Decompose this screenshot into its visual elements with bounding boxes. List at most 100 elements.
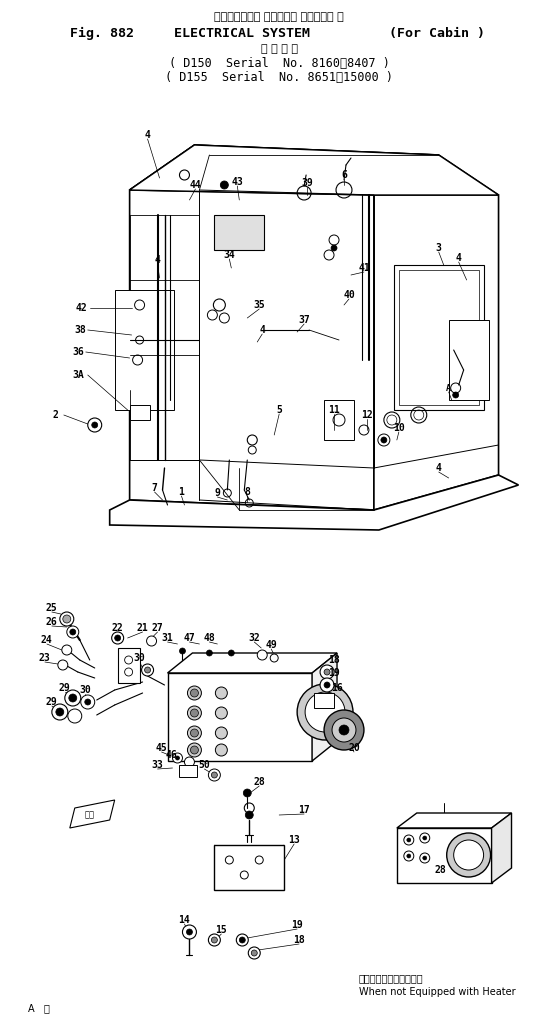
Circle shape xyxy=(68,709,82,723)
Circle shape xyxy=(216,687,227,699)
Text: 50: 50 xyxy=(199,760,211,770)
Text: 2: 2 xyxy=(53,410,59,420)
Text: 31: 31 xyxy=(162,633,174,643)
Text: 48: 48 xyxy=(203,633,215,643)
Circle shape xyxy=(324,669,330,675)
Text: 24: 24 xyxy=(41,635,53,645)
Text: 11: 11 xyxy=(328,405,340,415)
Text: 15: 15 xyxy=(216,925,227,935)
Circle shape xyxy=(332,718,356,742)
Text: 40: 40 xyxy=(343,290,355,300)
Text: 1: 1 xyxy=(179,487,184,497)
Circle shape xyxy=(62,645,72,655)
Circle shape xyxy=(58,660,68,670)
Text: 4: 4 xyxy=(456,253,461,263)
Text: 45: 45 xyxy=(156,743,167,753)
Circle shape xyxy=(407,854,411,858)
Circle shape xyxy=(188,686,202,700)
Circle shape xyxy=(115,635,120,641)
Bar xyxy=(179,765,198,777)
Circle shape xyxy=(183,925,197,939)
Circle shape xyxy=(190,746,198,753)
Text: 適 用 号 機: 適 用 号 機 xyxy=(261,44,298,54)
Circle shape xyxy=(216,707,227,719)
Circle shape xyxy=(420,833,430,843)
Bar xyxy=(324,400,354,440)
Circle shape xyxy=(251,950,257,956)
Text: 32: 32 xyxy=(249,633,260,643)
Text: ( D155  Serial  No. 8651～15000 ): ( D155 Serial No. 8651～15000 ) xyxy=(165,71,393,84)
Bar xyxy=(115,290,175,410)
Text: 13: 13 xyxy=(288,835,300,845)
Circle shape xyxy=(188,706,202,720)
Text: ( D150  Serial  No. 8160～8407 ): ( D150 Serial No. 8160～8407 ) xyxy=(169,57,390,70)
Circle shape xyxy=(186,929,193,935)
Circle shape xyxy=(420,853,430,863)
Text: 42: 42 xyxy=(76,303,87,313)
Text: A: A xyxy=(446,384,451,392)
Circle shape xyxy=(320,665,334,679)
Text: 28: 28 xyxy=(435,865,446,875)
Text: 43: 43 xyxy=(231,177,243,187)
Circle shape xyxy=(248,947,260,959)
Circle shape xyxy=(188,726,202,740)
Text: Fig. 882: Fig. 882 xyxy=(70,27,134,40)
Text: 38: 38 xyxy=(74,325,86,335)
Circle shape xyxy=(423,856,427,860)
Text: 5: 5 xyxy=(276,405,282,415)
Circle shape xyxy=(381,437,387,443)
Polygon shape xyxy=(70,800,115,828)
Text: 4: 4 xyxy=(436,463,442,473)
Polygon shape xyxy=(374,195,498,510)
Circle shape xyxy=(190,689,198,697)
Polygon shape xyxy=(129,145,438,195)
Circle shape xyxy=(125,668,133,676)
Text: 19: 19 xyxy=(291,920,303,930)
Text: 10: 10 xyxy=(393,423,405,433)
Text: 33: 33 xyxy=(152,760,164,770)
Circle shape xyxy=(407,838,411,842)
Circle shape xyxy=(228,650,234,657)
Circle shape xyxy=(331,245,337,251)
Circle shape xyxy=(207,650,212,657)
Text: 26: 26 xyxy=(46,617,58,627)
Polygon shape xyxy=(167,653,337,673)
Text: 19: 19 xyxy=(328,668,340,678)
Text: 6: 6 xyxy=(341,171,347,180)
Text: 前方: 前方 xyxy=(85,811,95,820)
Text: 41: 41 xyxy=(358,263,370,273)
Circle shape xyxy=(324,710,364,750)
Text: 8: 8 xyxy=(244,487,250,497)
Circle shape xyxy=(245,811,253,819)
Circle shape xyxy=(239,937,245,943)
Text: 4: 4 xyxy=(144,130,151,140)
Circle shape xyxy=(270,654,278,662)
Circle shape xyxy=(452,392,459,398)
Circle shape xyxy=(184,757,194,767)
Text: 30: 30 xyxy=(79,685,91,695)
Text: 18: 18 xyxy=(293,935,305,945)
Circle shape xyxy=(172,753,183,763)
Bar xyxy=(214,215,264,250)
Text: 36: 36 xyxy=(72,347,83,357)
Circle shape xyxy=(69,694,77,702)
Circle shape xyxy=(92,422,97,428)
Circle shape xyxy=(208,934,220,946)
Text: 22: 22 xyxy=(112,623,124,633)
Circle shape xyxy=(85,699,91,704)
Bar xyxy=(167,673,312,761)
Text: 29: 29 xyxy=(46,697,58,707)
Text: ELECTRICAL SYSTEM: ELECTRICAL SYSTEM xyxy=(175,27,310,40)
Circle shape xyxy=(423,836,427,840)
Circle shape xyxy=(236,934,248,946)
Text: 23: 23 xyxy=(39,653,51,663)
Text: 27: 27 xyxy=(152,623,164,633)
Bar xyxy=(129,405,150,420)
Text: 3: 3 xyxy=(436,243,442,253)
Text: 4: 4 xyxy=(259,325,265,335)
Circle shape xyxy=(144,667,151,673)
Circle shape xyxy=(211,772,217,778)
Circle shape xyxy=(125,657,133,664)
Text: 16: 16 xyxy=(331,683,343,693)
Polygon shape xyxy=(397,813,511,828)
